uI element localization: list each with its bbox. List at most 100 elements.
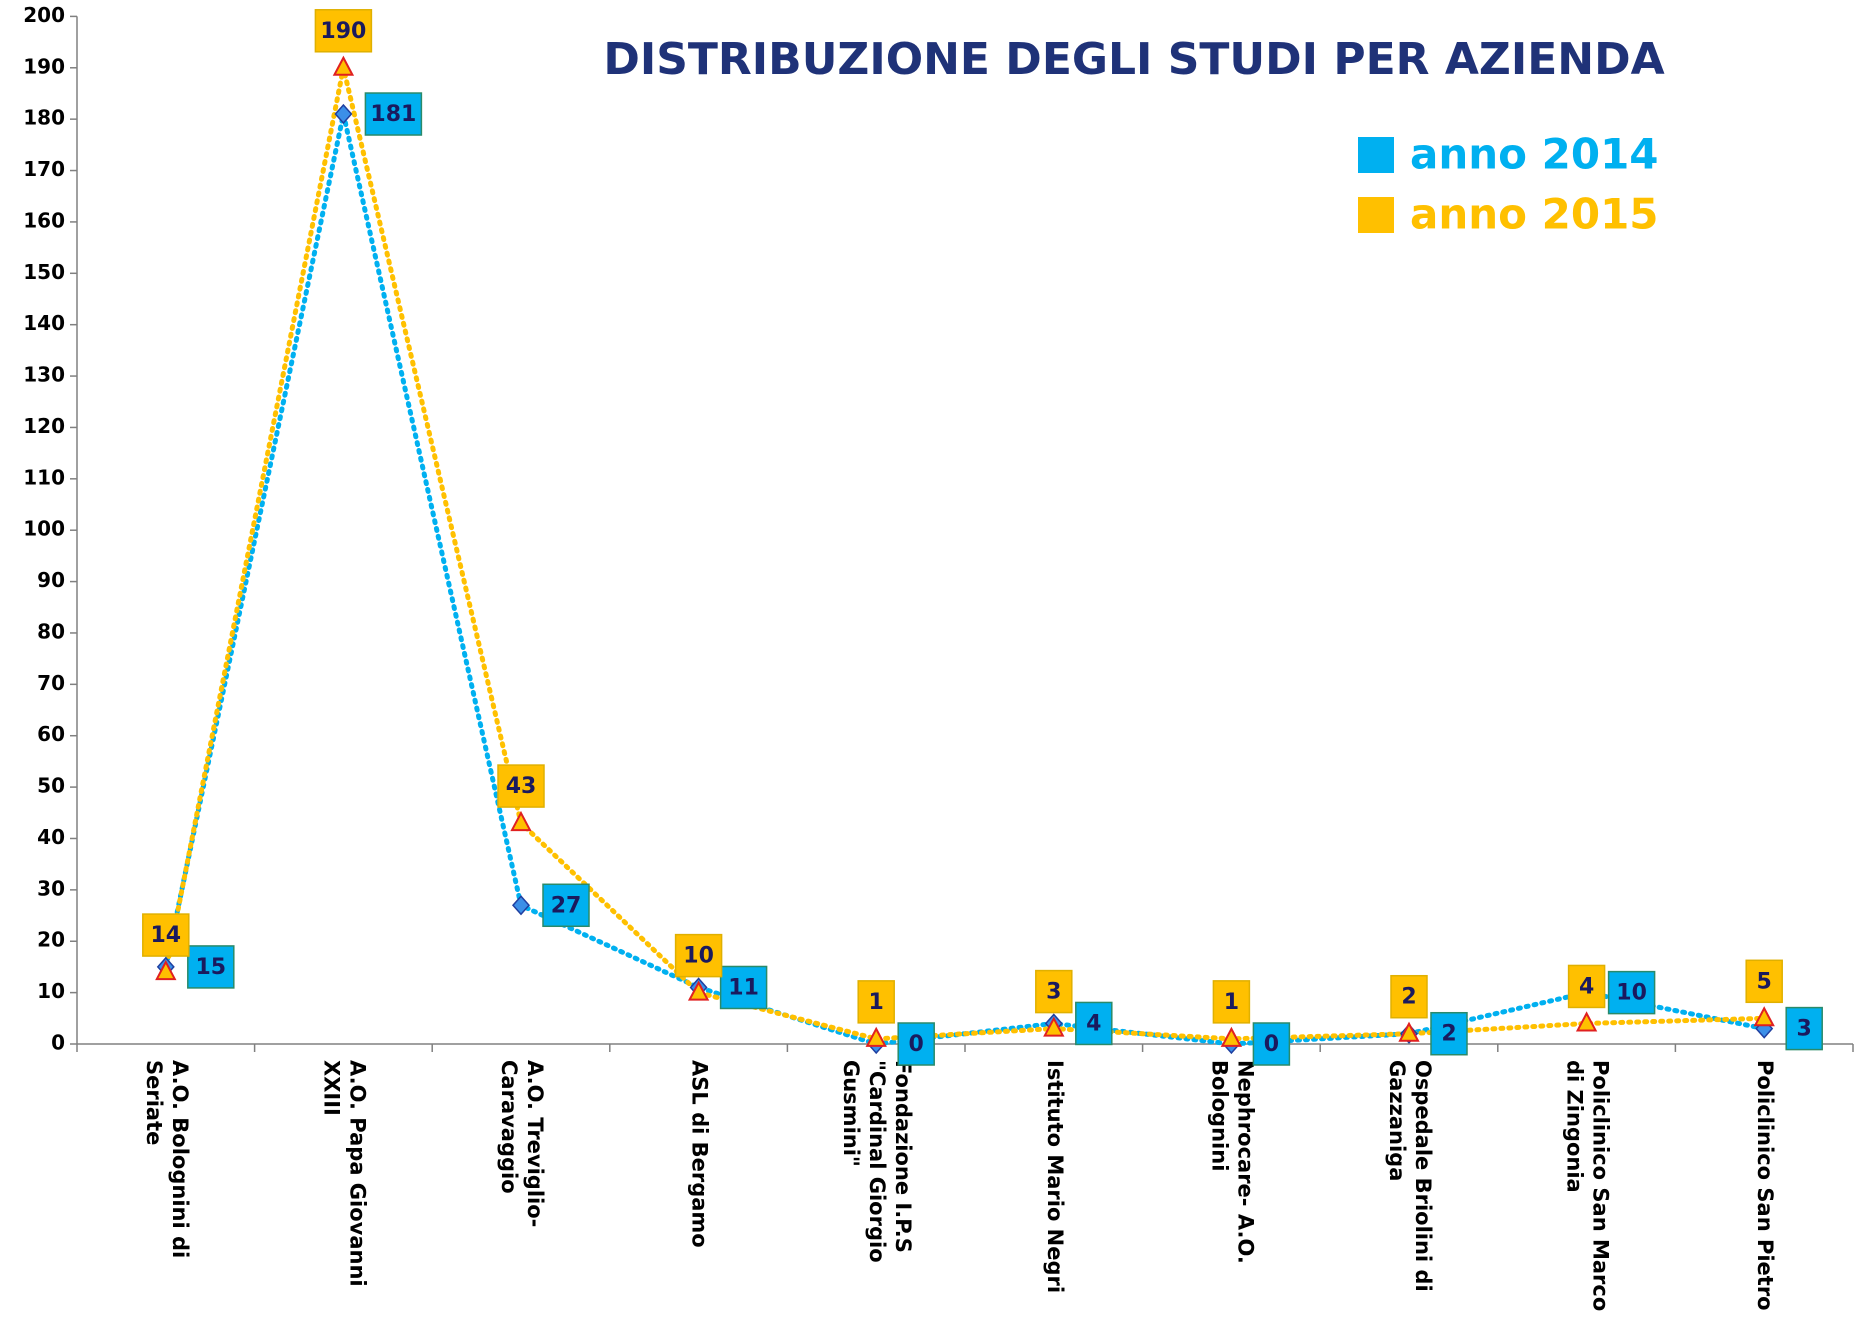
marker-triangle bbox=[865, 1026, 887, 1047]
x-tick-label-line: Policlinico San Marco bbox=[1589, 1060, 1613, 1311]
data-label-box bbox=[897, 1022, 935, 1066]
data-label: 27 bbox=[551, 893, 582, 918]
x-tick-label: Policlinico San Pietro bbox=[1753, 1060, 1777, 1311]
x-tick-label-line: "Cardinal Giorgio bbox=[865, 1060, 889, 1263]
data-label: 5 bbox=[1757, 969, 1772, 994]
data-label: 2 bbox=[1441, 1022, 1456, 1047]
data-label: 10 bbox=[1616, 981, 1647, 1006]
marker-triangle bbox=[1575, 1011, 1598, 1032]
y-tick-label: 30 bbox=[37, 876, 65, 900]
data-label: 181 bbox=[370, 102, 416, 127]
data-label-box bbox=[542, 883, 590, 928]
y-tick-label: 120 bbox=[23, 414, 65, 438]
y-tick-label: 80 bbox=[37, 619, 65, 643]
data-label: 0 bbox=[909, 1032, 924, 1057]
x-tick-label-line: Seriate bbox=[142, 1060, 166, 1145]
data-label-box bbox=[364, 92, 423, 136]
data-label-box bbox=[674, 933, 723, 978]
data-label-box bbox=[1567, 964, 1606, 1009]
x-tick-label-line: A.O. Papa Giovanni bbox=[345, 1060, 369, 1287]
data-label-box bbox=[1212, 980, 1251, 1024]
marker-triangle bbox=[510, 810, 532, 832]
x-tick-label-line: A.O. Treviglio- bbox=[523, 1060, 547, 1227]
data-label: 190 bbox=[320, 19, 366, 44]
y-tick-label: 50 bbox=[37, 774, 65, 798]
data-label: 0 bbox=[1264, 1032, 1279, 1057]
x-tick-label-line: Caravaggio bbox=[497, 1060, 521, 1194]
data-label: 3 bbox=[1046, 980, 1061, 1005]
data-label-box bbox=[1607, 970, 1656, 1015]
data-label: 15 bbox=[195, 955, 226, 980]
y-tick-label: 0 bbox=[51, 1031, 65, 1055]
data-label: 3 bbox=[1797, 1017, 1812, 1042]
x-tick-label-line: Nephrocare- A.O. bbox=[1233, 1060, 1257, 1264]
x-tick-label-line: di Zingonia bbox=[1563, 1060, 1587, 1193]
y-tick-label: 90 bbox=[37, 568, 65, 592]
y-tick-label: 140 bbox=[23, 311, 65, 335]
data-label-box bbox=[1252, 1022, 1291, 1066]
data-label: 4 bbox=[1579, 974, 1594, 999]
data-label-box bbox=[314, 9, 373, 53]
x-tick-label-line: Policlinico San Pietro bbox=[1753, 1060, 1777, 1311]
y-tick-label: 60 bbox=[37, 722, 65, 746]
legend-swatch bbox=[1358, 197, 1394, 233]
x-tick-label: Nephrocare- A.O.Bolognini bbox=[1207, 1060, 1257, 1264]
x-tick-label-line: ASL di Bergamo bbox=[688, 1060, 712, 1248]
chart-title: DISTRIBUZIONE DEGLI STUDI PER AZIENDA bbox=[603, 34, 1664, 85]
data-label-box bbox=[497, 764, 545, 808]
x-tick-label-line: Ospedale Briolini di bbox=[1411, 1060, 1435, 1292]
y-tick-label: 170 bbox=[23, 157, 65, 181]
data-label: 1 bbox=[869, 990, 884, 1015]
x-tick-label-line: Gazzaniga bbox=[1385, 1060, 1409, 1181]
data-label: 14 bbox=[150, 923, 181, 948]
y-tick-label: 180 bbox=[23, 106, 65, 130]
y-tick-label: 70 bbox=[37, 671, 65, 695]
x-tick-label: Fondazione I.P.S"Cardinal GiorgioGusmini… bbox=[839, 1060, 915, 1263]
legend-label: anno 2015 bbox=[1410, 190, 1659, 239]
x-tick-label: Istituto Mario Negri bbox=[1043, 1060, 1067, 1293]
data-label-box bbox=[1035, 969, 1073, 1014]
y-tick-label: 110 bbox=[23, 465, 65, 489]
series-line bbox=[163, 113, 1767, 1047]
data-label-box bbox=[1785, 1006, 1823, 1051]
y-tick-label: 10 bbox=[37, 979, 65, 1003]
y-tick-label: 200 bbox=[23, 3, 65, 27]
data-label-box bbox=[1430, 1011, 1468, 1056]
data-label-box bbox=[719, 965, 768, 1010]
x-tick-label-line: A.O. Bolognini di bbox=[168, 1060, 192, 1258]
data-label-box bbox=[1390, 974, 1428, 1019]
x-tick-label-line: Fondazione I.P.S bbox=[891, 1060, 915, 1253]
data-label-box bbox=[857, 980, 895, 1024]
marker-triangle bbox=[155, 959, 177, 981]
marker-triangle bbox=[1753, 1006, 1775, 1027]
x-tick-label: A.O. Treviglio-Caravaggio bbox=[497, 1060, 547, 1227]
x-tick-label: ASL di Bergamo bbox=[688, 1060, 712, 1248]
data-label: 10 bbox=[683, 944, 714, 969]
y-tick-label: 160 bbox=[23, 208, 65, 232]
data-label: 43 bbox=[506, 774, 537, 799]
y-tick-label: 20 bbox=[37, 928, 65, 952]
marker-diamond bbox=[511, 895, 531, 916]
marker-triangle bbox=[1043, 1016, 1065, 1037]
x-tick-label-line: XXIII bbox=[319, 1060, 343, 1116]
data-label: 2 bbox=[1401, 985, 1416, 1010]
y-tick-label: 150 bbox=[23, 260, 65, 284]
marker-triangle bbox=[687, 980, 710, 1001]
y-tick-label: 40 bbox=[37, 825, 65, 849]
y-tick-label: 100 bbox=[23, 517, 65, 541]
data-label: 11 bbox=[728, 975, 759, 1000]
data-label: 4 bbox=[1086, 1011, 1101, 1036]
marker-diamond bbox=[334, 103, 353, 125]
data-label-box bbox=[187, 945, 235, 989]
x-tick-label-line: Istituto Mario Negri bbox=[1043, 1060, 1067, 1293]
x-tick-label-line: Bolognini bbox=[1207, 1060, 1231, 1171]
legend-swatch bbox=[1358, 137, 1394, 173]
series-line bbox=[163, 67, 1767, 1042]
marker-triangle bbox=[1220, 1026, 1243, 1047]
y-tick-label: 130 bbox=[23, 363, 65, 387]
